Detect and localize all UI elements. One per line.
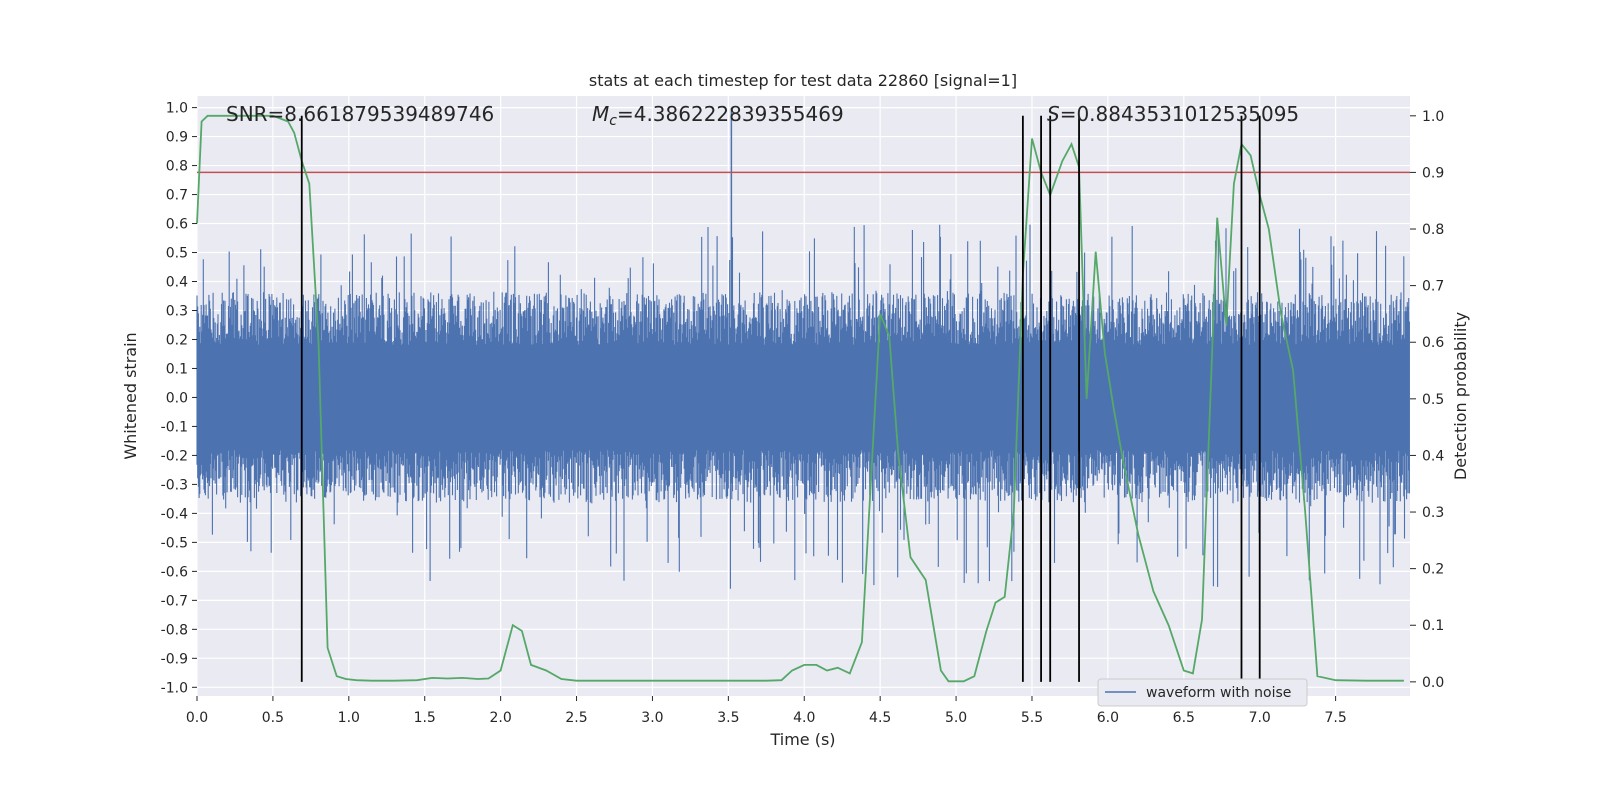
y-left-tick-label: 0.9 xyxy=(166,130,188,146)
y-left-tick-label: 0.0 xyxy=(166,390,188,406)
chirp-mass-value: =4.386222839355469 xyxy=(617,102,844,126)
x-tick-label: 2.5 xyxy=(565,710,587,726)
probability-line xyxy=(196,114,1404,683)
waveform-series xyxy=(196,107,1410,589)
y-left-tick-label: -0.9 xyxy=(161,651,188,667)
x-tick-label: 6.0 xyxy=(1097,710,1119,726)
y-left-tick-label: -0.2 xyxy=(161,448,188,464)
x-tick-label: 5.5 xyxy=(1021,710,1043,726)
legend: waveform with noise xyxy=(1097,678,1308,707)
chirp-mass-annotation: Mc=4.386222839355469 xyxy=(592,102,844,129)
x-tick-label: 1.0 xyxy=(338,710,360,726)
x-tick-label: 7.5 xyxy=(1324,710,1346,726)
y-left-tick-label: -1.0 xyxy=(161,680,188,696)
x-tick-label: 3.0 xyxy=(641,710,663,726)
legend-entry-waveform: waveform with noise xyxy=(1146,685,1291,701)
y-left-tick-label: 0.8 xyxy=(166,159,188,175)
y-right-axis-label: Detection probability xyxy=(1451,312,1470,480)
waveform-trace xyxy=(196,224,1410,589)
x-tick-label: 7.0 xyxy=(1249,710,1271,726)
y-left-tick-label: 1.0 xyxy=(166,101,188,117)
y-right-tick-label: 1.0 xyxy=(1422,109,1444,125)
y-left-tick-label: 0.4 xyxy=(166,275,188,291)
detection-markers xyxy=(300,115,1261,682)
y-left-tick-label: -0.5 xyxy=(161,535,188,551)
snr-annotation: SNR=8.661879539489746 xyxy=(226,102,494,126)
y-right-axis-ticks: 1.0 0.9 0.8 0.7 0.6 0.5 0.4 0.3 0.2 0.1 0.0 xyxy=(1410,109,1444,691)
y-left-tick-label: -0.7 xyxy=(161,593,188,609)
x-tick-label: 0.0 xyxy=(186,710,208,726)
x-tick-label: 4.5 xyxy=(869,710,891,726)
y-right-tick-label: 0.8 xyxy=(1422,222,1444,238)
y-right-tick-label: 0.1 xyxy=(1422,618,1444,634)
x-tick-label: 4.0 xyxy=(793,710,815,726)
chirp-mass-symbol: M xyxy=(592,102,609,126)
s-annotation: S=0.8843531012535095 xyxy=(1047,102,1299,126)
y-left-tick-label: 0.2 xyxy=(166,332,188,348)
y-right-tick-label: 0.0 xyxy=(1422,675,1444,691)
s-symbol: S xyxy=(1047,102,1060,126)
y-right-tick-label: 0.2 xyxy=(1422,562,1444,578)
x-tick-label: 1.5 xyxy=(414,710,436,726)
x-tick-label: 3.5 xyxy=(717,710,739,726)
y-left-axis-label: Whitened strain xyxy=(121,332,140,459)
x-axis-ticks: 0.0 0.5 1.0 1.5 2.0 2.5 3.0 3.5 4.0 4.5 5.0 5.5 6.0 6… xyxy=(186,696,1347,726)
y-left-tick-label: -0.1 xyxy=(161,419,188,435)
legend-box xyxy=(1097,678,1308,707)
y-left-tick-label: -0.3 xyxy=(161,477,188,493)
y-left-tick-label: 0.7 xyxy=(166,188,188,204)
y-right-tick-label: 0.3 xyxy=(1422,505,1444,521)
y-right-tick-label: 0.4 xyxy=(1422,448,1444,464)
y-left-tick-label: 0.5 xyxy=(166,246,188,262)
y-right-tick-label: 0.5 xyxy=(1422,392,1444,408)
y-left-tick-label: 0.3 xyxy=(166,303,188,319)
x-axis-label: Time (s) xyxy=(769,730,835,749)
y-right-tick-label: 0.9 xyxy=(1422,165,1444,181)
x-tick-label: 5.0 xyxy=(945,710,967,726)
y-left-tick-label: 0.6 xyxy=(166,217,188,233)
y-left-tick-label: -0.4 xyxy=(161,506,188,522)
y-right-tick-label: 0.7 xyxy=(1422,279,1444,295)
y-right-tick-label: 0.6 xyxy=(1422,335,1444,351)
x-tick-label: 6.5 xyxy=(1173,710,1195,726)
chart-title: stats at each timestep for test data 228… xyxy=(589,71,1017,90)
y-left-axis-ticks: 1.0 0.9 0.8 0.7 0.6 0.5 0.4 0.3 0.2 0.1 0.0 -0.1 -0.… xyxy=(161,101,197,696)
y-left-tick-label: 0.1 xyxy=(166,361,188,377)
s-value: =0.8843531012535095 xyxy=(1060,102,1299,126)
chirp-mass-subscript: c xyxy=(609,113,617,129)
y-left-tick-label: -0.8 xyxy=(161,622,188,638)
y-left-tick-label: -0.6 xyxy=(161,564,188,580)
x-tick-label: 0.5 xyxy=(262,710,284,726)
probability-series xyxy=(196,114,1404,683)
x-tick-label: 2.0 xyxy=(489,710,511,726)
